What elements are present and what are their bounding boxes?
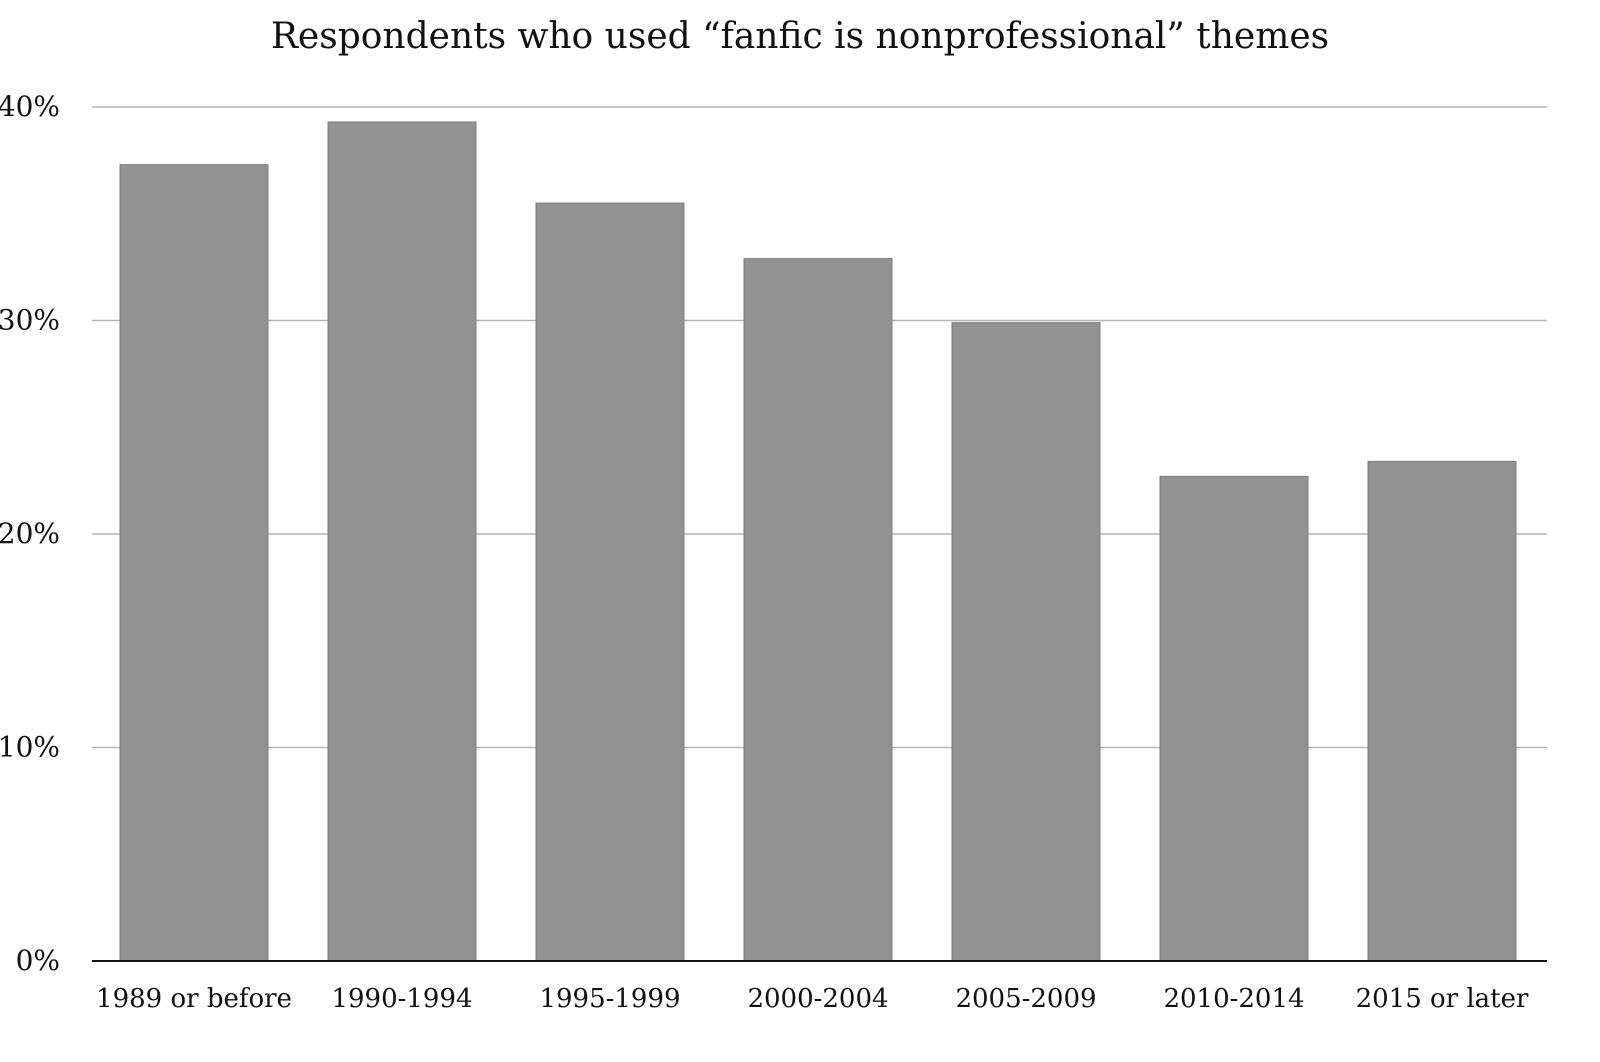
bar	[1159, 475, 1309, 962]
x-tick-label: 2000-2004	[747, 984, 888, 1014]
y-tick-label: 40%	[0, 90, 60, 123]
bar	[119, 164, 269, 962]
bar-layer	[119, 121, 1517, 962]
x-tick-label: 1989 or before	[96, 984, 292, 1014]
y-tick-label: 30%	[0, 304, 60, 337]
label-layer: 0% 10% 20% 30% 40% 1989 or before 1990-1994 199…	[0, 90, 1529, 1014]
bar	[743, 258, 893, 962]
bar	[951, 322, 1101, 962]
bar	[535, 202, 685, 962]
bar	[327, 121, 477, 962]
x-tick-label: 1995-1999	[539, 984, 680, 1014]
x-tick-label: 2010-2014	[1163, 984, 1304, 1014]
y-tick-label: 20%	[0, 517, 60, 550]
y-tick-label: 0%	[16, 944, 60, 977]
chart-title: Respondents who used “fanfic is nonprofe…	[270, 16, 1330, 57]
x-tick-label: 1990-1994	[331, 984, 472, 1014]
x-tick-label: 2005-2009	[955, 984, 1096, 1014]
bar	[1367, 460, 1517, 962]
y-tick-label: 10%	[0, 731, 60, 764]
x-tick-label: 2015 or later	[1356, 984, 1529, 1014]
